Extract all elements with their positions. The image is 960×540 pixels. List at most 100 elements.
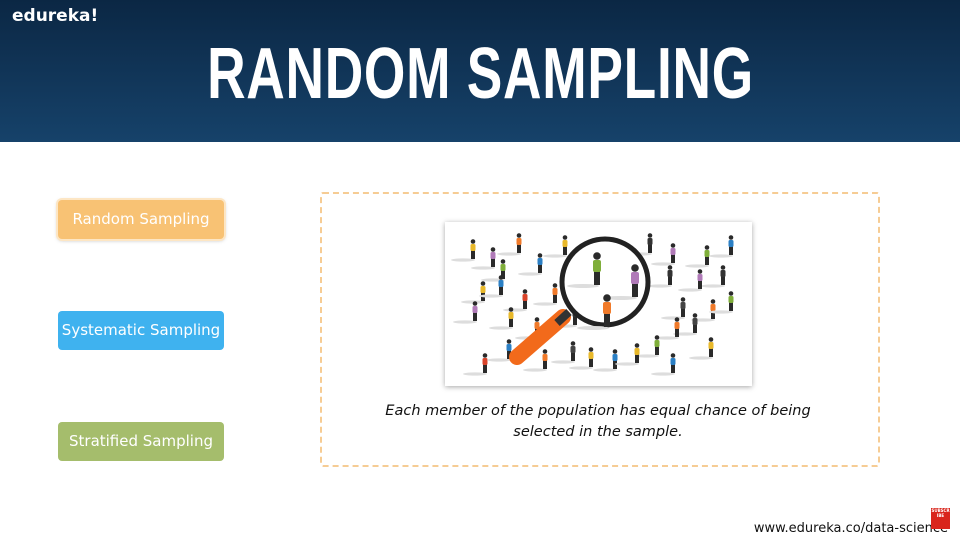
person-head [670,243,676,248]
person-legs [711,310,715,319]
person-body [631,272,639,284]
person-shadow [463,372,487,376]
person-legs [491,258,495,267]
person-head [542,349,548,354]
person-body [603,302,611,314]
menu-button[interactable]: Stratified Sampling [58,422,224,461]
person-shadow [489,326,513,330]
person-body [704,250,710,257]
person-head [697,269,703,274]
person-legs [604,312,610,327]
person-head [634,343,640,348]
person-body [562,240,568,247]
person-body [552,288,558,295]
person-head [647,233,653,238]
person-body [508,312,514,319]
person-shadow [497,252,521,256]
person-legs [668,276,672,285]
person-legs [571,352,575,361]
person-body [472,306,478,313]
person-body [667,270,673,277]
person-body [728,240,734,247]
person-head [603,294,611,302]
person-head [470,239,476,244]
person-legs [471,250,475,259]
person-shadow [709,254,733,258]
person-shadow [685,264,709,268]
person-legs [671,254,675,263]
menu-button[interactable]: Systematic Sampling [58,311,224,350]
person-shadow [518,272,542,276]
person-body [634,348,640,355]
person-head [674,317,680,322]
person-shadow [543,254,567,258]
person-head [482,353,488,358]
person-legs [705,256,709,265]
person-body [570,346,576,353]
person-legs [523,300,527,309]
person-head [667,265,673,270]
person-head [500,259,506,264]
person-shadow [487,358,511,362]
person-legs [648,244,652,253]
person-head [516,233,522,238]
person-legs [721,276,725,285]
person-body [728,296,734,303]
content-frame [320,192,880,467]
slide-title-text: RANDOM SAMPLING [206,34,754,114]
person-head [537,253,543,258]
person-body [500,264,506,271]
brand-logo: edureka! [12,6,99,26]
person-body [516,238,522,245]
person-head [728,235,734,240]
menu-button[interactable]: Random Sampling [58,200,224,239]
person-body [720,270,726,277]
person-legs [543,360,547,369]
person-head [692,313,698,318]
person-head [631,264,639,272]
person-body [670,358,676,365]
person-legs [501,270,505,279]
person-shadow [479,294,503,298]
person-head [708,337,714,342]
person-legs [698,280,702,289]
person-head [588,347,594,352]
person-legs [729,302,733,311]
person-body [588,352,594,359]
person-legs [613,360,617,369]
person-legs [729,246,733,255]
person-shadow [593,368,617,372]
person-body [593,260,601,272]
subscribe-badge[interactable]: SUBSCRIBE [931,508,950,529]
magnifier-neck [554,309,572,326]
person-legs [675,328,679,337]
person-head [534,317,540,322]
person-legs [499,286,503,295]
person-legs [681,308,685,317]
person-shadow [648,284,672,288]
person-legs [473,312,477,321]
footer-url: www.edureka.co/data-science [753,521,948,536]
person-legs [563,246,567,255]
person-head [680,297,686,302]
person-legs [483,364,487,373]
person-legs [507,350,511,359]
person-shadow [635,354,659,358]
person-head [506,339,512,344]
person-head [508,307,514,312]
person-body [710,304,716,311]
person-legs [632,282,638,297]
person-body [470,244,476,251]
person-head [593,252,601,260]
person-shadow [709,310,733,314]
person-body [612,354,618,361]
person-shadow [678,288,702,292]
person-legs [589,358,593,367]
person-legs [635,354,639,363]
person-legs [573,316,577,325]
person-legs [693,324,697,333]
population-illustration [445,222,752,386]
person-body [480,286,486,293]
person-shadow [471,266,495,270]
person-legs [553,294,557,303]
